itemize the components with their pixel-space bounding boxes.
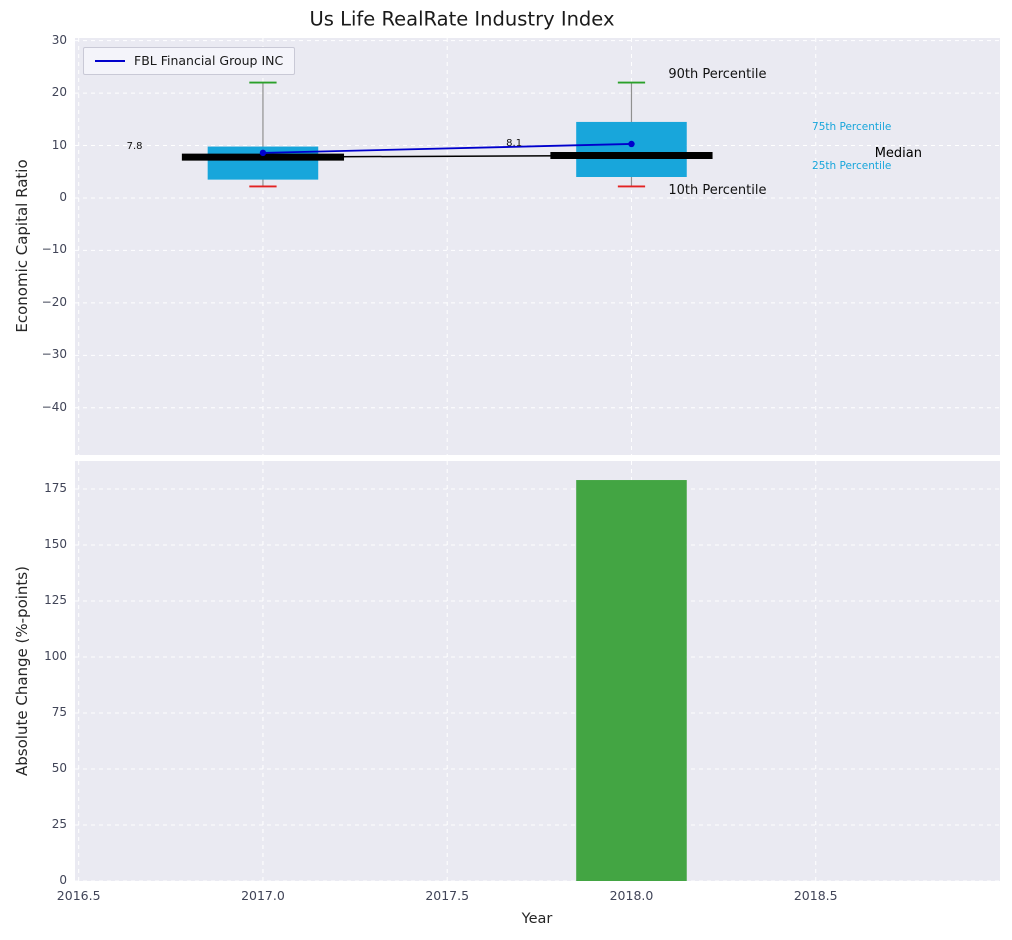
axes-top-canvas [75, 38, 1000, 455]
change-bar [576, 480, 687, 881]
axes-bottom-canvas [75, 461, 1000, 881]
ytick-label-bottom: 125 [44, 593, 67, 607]
iqr-box [576, 121, 687, 177]
annotation-median: Median [874, 146, 922, 162]
ytick-label-bottom: 175 [44, 481, 67, 495]
annotation-90th-percentile: 90th Percentile [668, 66, 767, 82]
ytick-label-top: 30 [51, 32, 67, 47]
chart-title: Us Life RealRate Industry Index [309, 7, 615, 31]
x-axis-label-year: Year [521, 911, 553, 927]
annotation-10th-percentile: 10th Percentile [668, 183, 767, 199]
ytick-label-top: 10 [51, 137, 67, 152]
fbl-series-point [259, 149, 267, 157]
ytick-label-bottom: 75 [51, 705, 67, 719]
xtick-label: 2017.5 [425, 888, 470, 903]
ytick-label-top: 0 [59, 189, 67, 204]
fbl-series-line [262, 143, 632, 154]
xtick-label: 2017.0 [241, 888, 285, 903]
annotation-8-1: 8.1 [506, 138, 523, 150]
legend-line-swatch [95, 59, 125, 62]
ytick-label-top: −40 [41, 399, 67, 414]
annotation-75th-percentile: 75th Percentile [812, 121, 892, 134]
annotation-7-8: 7.8 [126, 140, 143, 152]
ytick-label-bottom: 0 [59, 873, 67, 887]
ytick-label-bottom: 50 [51, 761, 67, 775]
ytick-label-top: −10 [41, 242, 67, 257]
axes-bottom-bar [75, 461, 1000, 881]
ytick-label-top: −20 [41, 294, 67, 309]
ytick-label-bottom: 25 [51, 817, 67, 831]
xtick-label: 2016.5 [56, 888, 101, 903]
ytick-label-top: −30 [41, 347, 67, 362]
ytick-label-bottom: 100 [44, 649, 67, 663]
legend: FBL Financial Group INC [83, 47, 296, 75]
ytick-label-top: 20 [51, 85, 67, 100]
xtick-label: 2018.5 [793, 888, 838, 903]
ytick-label-bottom: 150 [44, 537, 67, 551]
fbl-series-point [628, 140, 635, 148]
axes-top-boxplot [75, 38, 1000, 455]
xtick-label: 2018.0 [609, 888, 654, 903]
legend-label: FBL Financial Group INC [134, 53, 284, 68]
annotation-25th-percentile: 25th Percentile [812, 160, 892, 173]
